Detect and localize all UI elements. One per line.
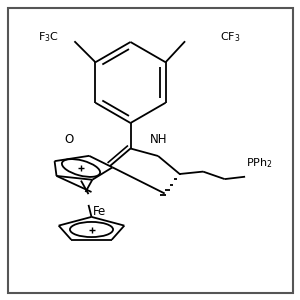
Text: NH: NH <box>150 133 168 146</box>
Text: CF$_3$: CF$_3$ <box>220 31 241 44</box>
Text: F$_3$C: F$_3$C <box>38 31 58 44</box>
Text: O: O <box>64 133 74 146</box>
Text: PPh$_2$: PPh$_2$ <box>246 157 273 170</box>
Text: Fe: Fe <box>92 205 106 218</box>
